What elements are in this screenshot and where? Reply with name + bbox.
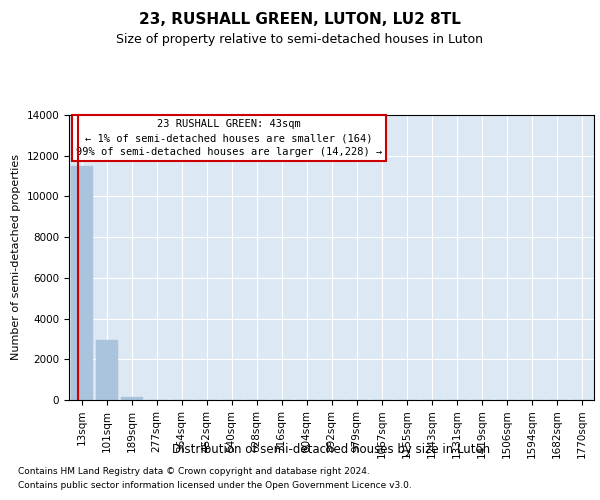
- Bar: [96, 340, 117, 400]
- Bar: [71, 166, 92, 400]
- Y-axis label: Number of semi-detached properties: Number of semi-detached properties: [11, 154, 21, 360]
- Text: Distribution of semi-detached houses by size in Luton: Distribution of semi-detached houses by …: [172, 442, 491, 456]
- Text: 23 RUSHALL GREEN: 43sqm
← 1% of semi-detached houses are smaller (164)
99% of se: 23 RUSHALL GREEN: 43sqm ← 1% of semi-det…: [76, 120, 382, 158]
- Bar: [121, 397, 142, 400]
- Text: 23, RUSHALL GREEN, LUTON, LU2 8TL: 23, RUSHALL GREEN, LUTON, LU2 8TL: [139, 12, 461, 28]
- Text: Contains HM Land Registry data © Crown copyright and database right 2024.: Contains HM Land Registry data © Crown c…: [18, 467, 370, 476]
- Text: Contains public sector information licensed under the Open Government Licence v3: Contains public sector information licen…: [18, 481, 412, 490]
- Text: Size of property relative to semi-detached houses in Luton: Size of property relative to semi-detach…: [116, 32, 484, 46]
